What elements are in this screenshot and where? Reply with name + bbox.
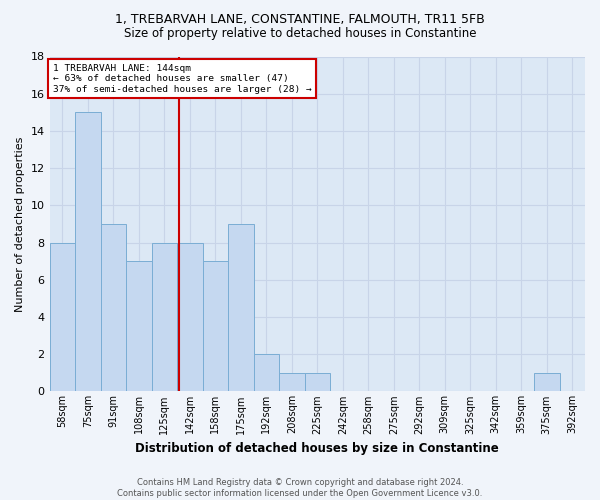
Text: Size of property relative to detached houses in Constantine: Size of property relative to detached ho… [124, 28, 476, 40]
Text: 1, TREBARVAH LANE, CONSTANTINE, FALMOUTH, TR11 5FB: 1, TREBARVAH LANE, CONSTANTINE, FALMOUTH… [115, 12, 485, 26]
Bar [152, 242, 177, 392]
Y-axis label: Number of detached properties: Number of detached properties [15, 136, 25, 312]
Bar [203, 261, 228, 392]
Bar [305, 373, 330, 392]
Bar [279, 373, 305, 392]
Bar [101, 224, 126, 392]
Bar [75, 112, 101, 392]
Bar [254, 354, 279, 392]
Text: 1 TREBARVAH LANE: 144sqm
← 63% of detached houses are smaller (47)
37% of semi-d: 1 TREBARVAH LANE: 144sqm ← 63% of detach… [53, 64, 311, 94]
Bar [534, 373, 560, 392]
Bar [177, 242, 203, 392]
Bar [50, 242, 75, 392]
X-axis label: Distribution of detached houses by size in Constantine: Distribution of detached houses by size … [136, 442, 499, 455]
Bar [126, 261, 152, 392]
Text: Contains HM Land Registry data © Crown copyright and database right 2024.
Contai: Contains HM Land Registry data © Crown c… [118, 478, 482, 498]
Bar [228, 224, 254, 392]
